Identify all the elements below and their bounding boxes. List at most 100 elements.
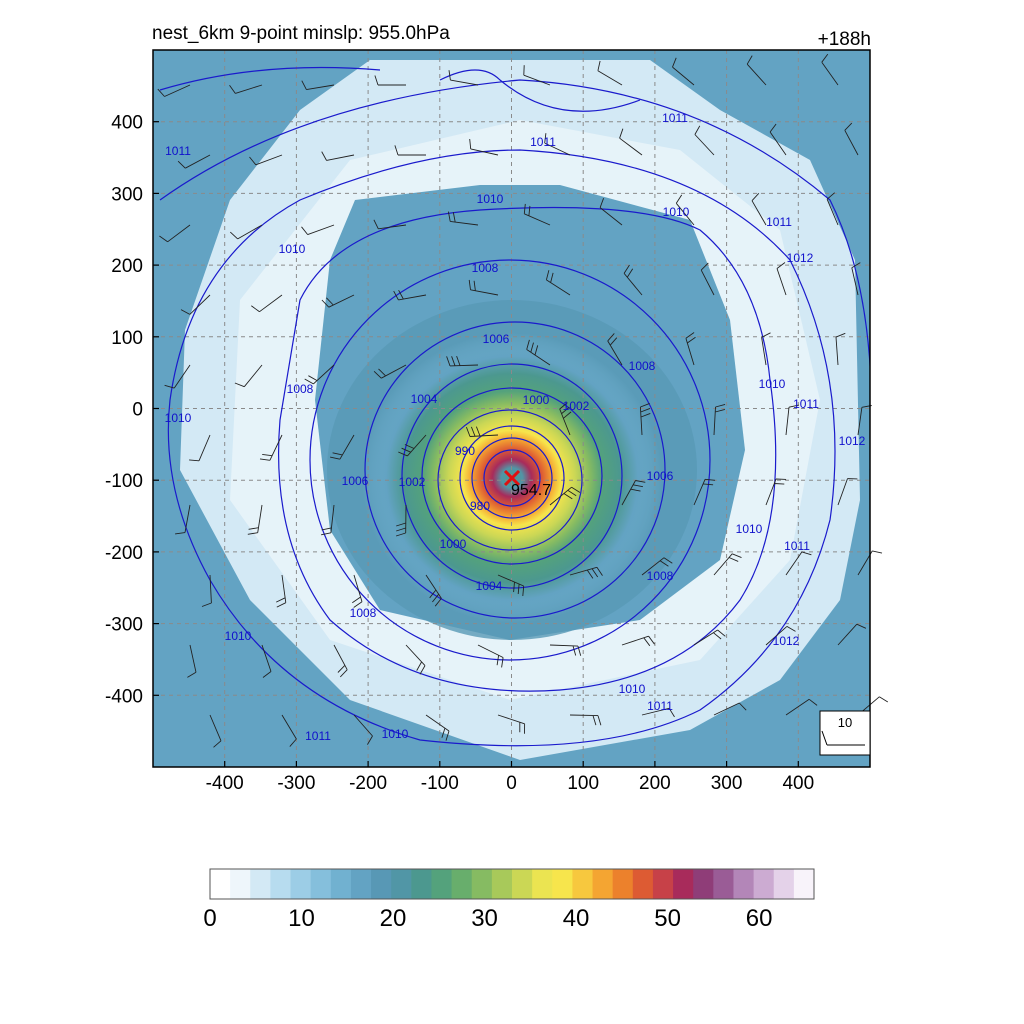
wind-barb-icon — [164, 364, 191, 389]
wind-barb-icon — [321, 151, 355, 161]
colorbar-label: 30 — [471, 905, 498, 932]
colorbar-swatch — [230, 869, 251, 899]
x-tick-label: -100 — [421, 773, 459, 794]
colorbar-swatch — [451, 869, 473, 899]
colorbar-swatch — [431, 869, 453, 899]
colorbar-label: 0 — [203, 905, 216, 932]
wind-barb-icon — [276, 574, 287, 608]
wind-barb-icon — [425, 574, 442, 607]
x-tick-label: 100 — [567, 773, 599, 794]
isobar-label: 1010 — [279, 242, 306, 256]
wind-barb-icon — [523, 65, 551, 86]
isobar-label: 1008 — [350, 606, 377, 620]
colorbar-swatch — [210, 869, 231, 899]
y-tick-label: -100 — [105, 471, 143, 492]
wind-barb-icon — [229, 84, 263, 94]
wind-barb-icon — [229, 224, 263, 240]
colorbar-swatch — [753, 869, 775, 899]
wind-barb-icon — [619, 128, 643, 156]
isobar-label: 1000 — [523, 393, 550, 407]
wind-barb-icon — [675, 194, 695, 226]
colorbar-swatch — [290, 869, 312, 899]
wind-barb-icon — [259, 434, 283, 461]
storm-center: 954.7 — [503, 469, 551, 499]
wind-barb-icon — [281, 714, 297, 747]
wind-barb-icon — [526, 339, 551, 366]
isobar-label: 1012 — [839, 434, 866, 448]
map-title: nest_6km 9-point minslp: 955.0hPa — [152, 23, 450, 44]
wind-barb-icon — [559, 402, 572, 436]
isobar-label: 1010 — [225, 629, 252, 643]
wind-barb-icon — [700, 262, 715, 296]
wind-barb-icon — [639, 402, 651, 436]
colorbar-swatch — [612, 869, 634, 899]
wind-barb-icon — [321, 504, 335, 536]
wind-barb-icon — [333, 644, 348, 678]
colorbar-swatch — [330, 869, 352, 899]
isobar-label: 1010 — [759, 377, 786, 391]
isobar-label: 990 — [455, 444, 475, 458]
wind-barb-icon — [523, 203, 551, 226]
wind-key-box — [819, 710, 871, 756]
wind-barb-icon — [821, 53, 839, 86]
wind-barb-icon — [447, 211, 479, 226]
colorbar-swatch — [491, 869, 513, 899]
colorbar-swatch — [532, 869, 553, 899]
wind-barb-icon — [465, 426, 499, 437]
colorbar-frame — [209, 868, 815, 900]
wind-barb-icon — [373, 364, 407, 379]
x-tick-label: 200 — [639, 773, 671, 794]
x-tick-label: -300 — [277, 773, 315, 794]
colorbar-label: 60 — [746, 905, 773, 932]
isobar-label: 1008 — [287, 382, 314, 396]
colorbar-swatch — [572, 869, 594, 899]
wind-barb-icon — [321, 294, 355, 308]
wind-barb-icon — [545, 270, 571, 296]
isobar-label: 1006 — [342, 474, 369, 488]
x-tick-label: 0 — [506, 773, 517, 794]
wind-barb-icon — [851, 262, 861, 296]
wind-barb-icon — [249, 154, 283, 166]
isobar-label: 1000 — [440, 537, 467, 551]
forecast-hour: +188h — [818, 29, 871, 50]
colorbar-swatch — [592, 869, 614, 899]
wind-key-barb-icon — [821, 730, 865, 746]
wind-barb-icon — [693, 629, 726, 646]
wind-barb-icon — [751, 192, 767, 226]
wind-barb-icon — [623, 264, 643, 296]
wind-barb-icon — [398, 434, 427, 457]
wind-barb-icon — [301, 80, 335, 91]
wind-barb-icon — [569, 566, 603, 579]
y-tick-label: 400 — [111, 113, 143, 134]
wind-barb-icon — [497, 714, 526, 734]
y-tick-label: 300 — [111, 184, 143, 205]
isobar-label: 1012 — [773, 634, 800, 648]
isobar-label: 1011 — [784, 539, 810, 553]
colorbar-swatch — [512, 869, 533, 899]
wind-barb-icon — [373, 219, 407, 230]
isobar-label: 1010 — [477, 192, 504, 206]
colorbar-swatch — [250, 869, 271, 899]
wind-barb-icon — [785, 698, 818, 716]
wind-barb-icon — [597, 60, 623, 86]
colorbar-swatch — [713, 869, 734, 899]
isobar-label: 1006 — [483, 332, 510, 346]
wind-barb-icon — [785, 404, 799, 436]
colorbar-swatch — [350, 869, 372, 899]
wind-barb-icon — [261, 644, 272, 678]
isobar-label: 1010 — [619, 682, 646, 696]
wind-barb-icon — [835, 332, 846, 366]
wind-barb-icon — [468, 279, 499, 296]
wind-barb-icon — [330, 434, 355, 460]
y-axis-labels: 400 300 200 100 0 -100 -200 -300 -400 — [105, 113, 143, 708]
wind-barb-icon — [765, 478, 787, 506]
isobar-label: 1004 — [411, 392, 438, 406]
colorbar-labels: 0 10 20 30 40 50 60 — [203, 905, 772, 932]
wind-barb-icon — [746, 55, 767, 86]
wind-barb-icon — [826, 192, 839, 226]
wind-barb-icon — [393, 289, 427, 301]
colorbar-label: 20 — [380, 905, 407, 932]
wind-barb-icon — [769, 123, 787, 156]
colorbar-swatch — [270, 869, 292, 899]
